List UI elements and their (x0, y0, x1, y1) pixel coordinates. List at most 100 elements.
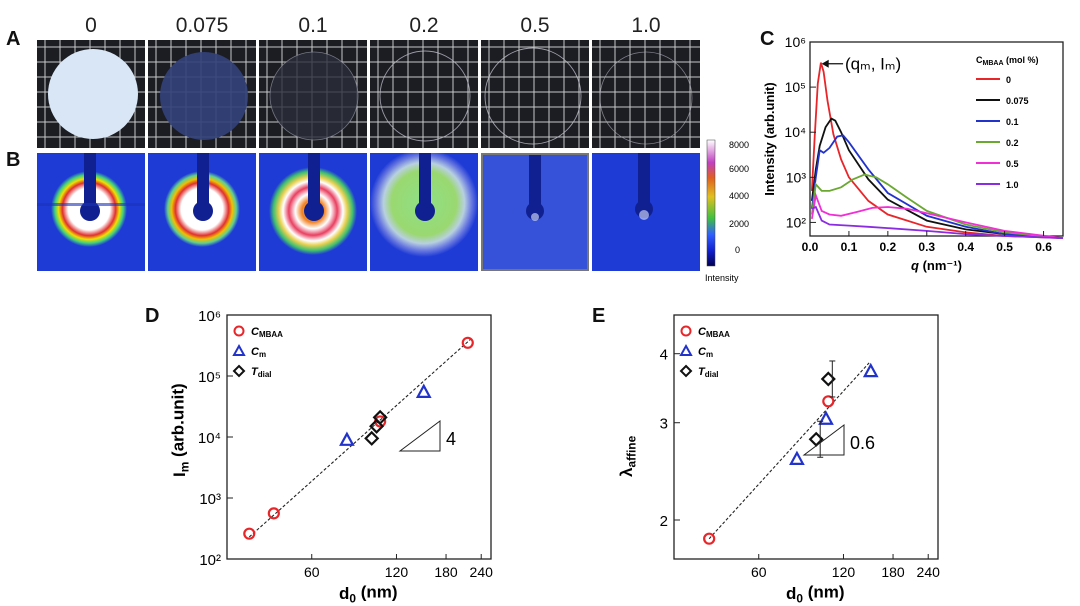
legend-label-T_dial: Tdial (251, 366, 272, 379)
legend-marker-C_MBAA (680, 325, 692, 337)
y-tick-label: 3 (660, 416, 668, 433)
y-axis-label: Im (arb.unit) (168, 383, 191, 477)
data-point-T_dial (372, 409, 388, 425)
y-tick-label: 10² (199, 552, 221, 569)
y-tick-label: 10⁵ (785, 79, 806, 95)
gel-photo-2 (148, 40, 256, 148)
x-tick-label: 0.3 (918, 240, 935, 254)
y-tick-label: 10² (786, 214, 807, 230)
x-tick-label: 180 (881, 564, 905, 580)
x-axis-label: q (nm⁻¹) (911, 258, 962, 273)
x-tick-label: 0.5 (996, 240, 1013, 254)
data-point-C_MBAA (822, 395, 835, 408)
colorbar-tick-3: 4000 (729, 191, 749, 201)
gel-disk (48, 49, 138, 139)
x-tick-label: 120 (832, 564, 856, 580)
colorbar-tick-1: 8000 (729, 140, 749, 150)
y-tick-label: 10³ (199, 491, 221, 508)
x-tick-label: 180 (434, 564, 458, 580)
panel-letter-a: A (6, 28, 21, 50)
x-axis-label: d0 (nm) (339, 582, 398, 603)
gel-photo-6 (592, 40, 700, 148)
panel-letter-d: D (145, 305, 160, 327)
panel-letter-e: E (592, 305, 606, 327)
saxs-pattern-2 (148, 153, 256, 271)
x-tick-label: 0.4 (957, 240, 974, 254)
conc-label-6: 1.0 (631, 14, 661, 37)
y-tick-label: 10³ (786, 169, 807, 185)
series-line-0.1 (811, 134, 1064, 239)
beamstop (308, 153, 320, 211)
y-axis-label: λaffine (617, 435, 639, 477)
colorbar-gradient (706, 139, 716, 267)
beamstop-head (193, 201, 213, 221)
colorbar-tick-5: 0 (735, 245, 740, 255)
legend-label-0.2: 0.2 (1006, 138, 1019, 148)
legend-label-0.1: 0.1 (1006, 117, 1019, 127)
fit-line (248, 338, 471, 538)
slope-label: 0.6 (850, 433, 875, 453)
legend-marker-C_MBAA (233, 325, 245, 337)
series-line-1.0 (811, 205, 1064, 239)
plot-frame (809, 41, 1064, 237)
conc-label-2: 0.075 (175, 14, 229, 37)
y-tick-label: 10⁴ (198, 430, 221, 447)
conc-label-5: 0.5 (520, 14, 550, 37)
x-tick-label: 0.1 (841, 240, 858, 254)
beamstop (419, 153, 431, 211)
conc-label-3: 0.1 (298, 14, 328, 37)
data-point-C_m (862, 362, 879, 378)
colorbar: 8000 6000 4000 2000 0 Intensity (705, 139, 749, 283)
y-axis-label: Intensity (arb.unit) (762, 82, 777, 195)
beamstop (197, 153, 209, 211)
colorbar-tick-4: 2000 (729, 219, 749, 229)
data-point-T_dial (364, 430, 380, 446)
gel-disk (269, 51, 359, 141)
grid-pattern (259, 40, 367, 148)
gel-disk (599, 51, 693, 145)
x-tick-label: 240 (470, 564, 494, 580)
beamstop-head (415, 201, 435, 221)
y-tick-label: 10⁶ (785, 34, 806, 50)
annotation-arrowhead (821, 59, 829, 68)
beamstop (638, 153, 650, 207)
gel-photo-3 (259, 40, 367, 148)
grid-pattern (481, 40, 589, 148)
legend-label-C_m: Cm (251, 346, 266, 359)
beamstop (529, 155, 541, 209)
legend-marker-T_dial (679, 364, 693, 378)
series-line-0.075 (811, 117, 1064, 239)
grid-pattern (370, 40, 478, 148)
data-point-C_MBAA (461, 336, 474, 349)
gel-photo-5 (481, 40, 589, 148)
legend-label-0: 0 (1006, 75, 1011, 85)
data-point-C_MBAA (703, 532, 716, 545)
legend-marker-C_m (679, 343, 693, 356)
legend-label-1.0: 1.0 (1006, 180, 1019, 190)
y-tick-label: 2 (660, 513, 668, 530)
colorbar-tick-2: 6000 (729, 164, 749, 174)
grid-pattern (592, 40, 700, 148)
slope-triangle (398, 420, 441, 452)
panel-letter-c: C (760, 28, 775, 50)
data-point-C_MBAA (243, 527, 256, 540)
saxs-pattern-1 (37, 153, 145, 271)
legend-label-C_MBAA: CMBAA (698, 326, 730, 339)
x-tick-label: 120 (385, 564, 409, 580)
legend-marker-C_m (232, 343, 246, 356)
chart-c: 0.0 0.1 0.2 0.3 0.4 0.5 0.6 10² 10³ 10⁴ 10⁵ 10⁶ q (n… (762, 34, 1064, 273)
y-tick-label: 10⁵ (198, 369, 221, 386)
x-tick-label: 60 (304, 564, 320, 580)
legend-label-C_MBAA: CMBAA (251, 326, 283, 339)
gel-disk (160, 52, 248, 140)
gel-photo-4 (370, 40, 478, 148)
gel-disk (379, 50, 471, 142)
series-line-0 (811, 62, 1064, 239)
slope-label: 4 (446, 429, 456, 449)
plot-frame (673, 314, 939, 560)
data-point-C_MBAA (267, 507, 280, 520)
data-point-C_m (339, 431, 355, 446)
panel-letter-b: B (6, 149, 21, 171)
data-point-C_m (818, 410, 834, 425)
beamstop-head (304, 201, 324, 221)
